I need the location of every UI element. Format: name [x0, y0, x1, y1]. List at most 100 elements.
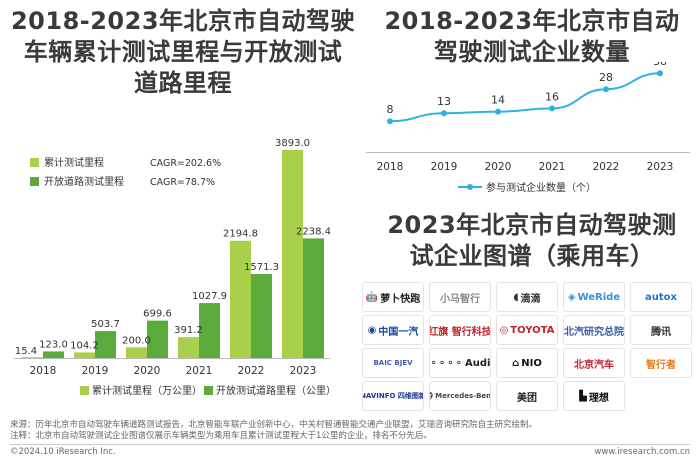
- brand-logo-3: ◖ 滴滴: [496, 282, 558, 312]
- brand-map-title-line-2: 试企业图谱（乘用车）: [409, 242, 655, 270]
- line-x-tick-2019: 2019: [431, 161, 458, 173]
- line-x-tick-2021: 2021: [539, 161, 566, 173]
- bar-cumulative-2021: [178, 337, 199, 358]
- brand-name: 腾讯: [651, 326, 671, 338]
- didi-icon: ◖: [513, 291, 519, 303]
- bar-label-open-road-2022: 1571.3: [244, 262, 279, 273]
- bar-label-open-road-2021: 1027.9: [192, 291, 227, 302]
- bar-open-road-2021: [199, 303, 220, 358]
- bar-label-cumulative-2020: 200.0: [122, 335, 151, 346]
- website-url: www.iresearch.com.cn: [594, 447, 690, 457]
- line-label-2018: 8: [387, 103, 394, 116]
- brand-logo-12: ⚬⚬⚬⚬ Audi: [429, 348, 491, 378]
- line-x-tick-2020: 2020: [485, 161, 512, 173]
- bar-cumulative-2022: [230, 240, 251, 358]
- brand-logo-14: 北京汽车: [563, 348, 625, 378]
- legend-label-cumulative: 累计测试里程: [44, 156, 104, 169]
- legend-cagr-cumulative: CAGR=202.6%: [150, 158, 221, 169]
- bar-label-cumulative-2023: 3893.0: [275, 138, 310, 149]
- bottom-legend-swatch-open-road: [204, 386, 213, 395]
- brand-logo-5: autox: [630, 282, 692, 312]
- audi-rings-icon: ⚬⚬⚬⚬: [429, 357, 464, 369]
- brand-map-title: 2023年北京市自动驾驶测 试企业图谱（乘用车）: [368, 210, 696, 272]
- x-tick-2022: 2022: [238, 365, 265, 377]
- faw-icon: ◉: [367, 324, 377, 336]
- bar-open-road-2018: [43, 351, 64, 358]
- brand-name: 中国一汽: [378, 326, 419, 338]
- line-legend-marker: [467, 184, 473, 190]
- robot-icon: 🤖: [365, 291, 379, 303]
- brand-logo-17: ✪Mercedes-Benz: [429, 381, 491, 411]
- brand-name: 萝卜快跑: [380, 293, 421, 305]
- brand-logo-15: 智行者: [630, 348, 692, 378]
- brand-name: NIO: [521, 357, 542, 369]
- line-point-2018: [387, 118, 393, 125]
- x-tick-2020: 2020: [134, 365, 161, 377]
- bar-open-road-2019: [95, 331, 116, 358]
- line-legend-label: 参与测试企业数量（个）: [486, 181, 596, 194]
- brand-name: 理想: [588, 392, 609, 404]
- bar-open-road-2022: [251, 274, 272, 358]
- line-point-2019: [441, 110, 447, 117]
- mercedes-star-icon: ✪: [430, 391, 433, 402]
- legend-cagr-open-road: CAGR=78.7%: [150, 177, 215, 188]
- bar-cumulative-2023: [282, 150, 303, 358]
- brand-logo-10: 腾讯: [630, 315, 692, 345]
- line-point-2022: [603, 86, 609, 93]
- brand-logo-9: 北汽研究总院: [563, 315, 625, 345]
- line-point-2021: [549, 105, 555, 112]
- brand-name: WeRide: [577, 291, 621, 303]
- bar-cumulative-2020: [126, 347, 147, 358]
- copyright: ©2024.10 iResearch Inc.: [10, 447, 116, 457]
- nio-icon: ⌂: [512, 357, 520, 369]
- line-x-tick-2023: 2023: [647, 161, 674, 173]
- brand-logo-2: 小马智行: [429, 282, 491, 312]
- line-chart-title-line-1: 2018-2023年北京市自动: [384, 7, 680, 35]
- brand-name: TOYOTA: [510, 324, 555, 336]
- line-label-2023: 38: [653, 62, 667, 68]
- legend-swatch-open-road: [30, 177, 39, 186]
- brand-logo-1: 🤖 萝卜快跑: [362, 282, 424, 312]
- weride-icon: ◈: [567, 291, 576, 303]
- bar-chart-title-line-3: 道路里程: [134, 69, 232, 97]
- source-note: 来源：历年北京市自动驾驶车辆道路测试报告，北京智能车联产业创新中心，中关村智通智…: [10, 420, 538, 430]
- line-label-2021: 16: [545, 90, 559, 103]
- bottom-legend-swatch-cumulative: [80, 386, 89, 395]
- bar-chart-title-line-1: 2018-2023年北京市自动驾驶: [10, 7, 356, 35]
- brand-map-title-line-1: 2023年北京市自动驾驶测: [387, 211, 677, 239]
- line-label-2022: 28: [599, 71, 613, 84]
- line-chart: 8 2018 13 2019 14 2020 16 2021 28 2022 38 2023 参与测试企…: [366, 62, 690, 194]
- brand-logo-11: BAIC BJEV: [362, 348, 424, 378]
- toyota-icon: ◎: [499, 324, 509, 336]
- bar-cumulative-2018: [22, 357, 43, 358]
- brand-logo-18: 美团: [496, 381, 558, 411]
- bottom-legend-label-cumulative: 累计测试里程（万公里）: [92, 384, 202, 397]
- bar-chart-title-line-2: 车辆累计测试里程与开放测试: [23, 38, 343, 66]
- x-tick-2021: 2021: [186, 365, 213, 377]
- bar-open-road-2023: [303, 238, 324, 358]
- brand-logo-7: 红旗 智行科技: [429, 315, 491, 345]
- bar-label-open-road-2019: 503.7: [91, 319, 120, 330]
- bar-label-open-road-2023: 2238.4: [296, 226, 331, 237]
- bar-cumulative-2019: [74, 352, 95, 358]
- x-tick-2018: 2018: [30, 365, 57, 377]
- x-tick-2023: 2023: [290, 365, 317, 377]
- brand-name: 红旗 智行科技: [429, 326, 491, 338]
- line-label-2019: 13: [437, 95, 451, 108]
- series-line-companies: [389, 72, 661, 123]
- brand-name: autox: [645, 291, 677, 303]
- brand-name: NAVINFO 四维图新: [362, 392, 424, 400]
- brand-name: 智行者: [646, 359, 676, 371]
- bar-label-cumulative-2022: 2194.8: [223, 229, 258, 240]
- bar-label-open-road-2018: 123.0: [39, 339, 68, 350]
- x-tick-2019: 2019: [82, 365, 109, 377]
- line-x-tick-2022: 2022: [593, 161, 620, 173]
- line-x-tick-2018: 2018: [377, 161, 404, 173]
- brand-logo-16: NAVINFO 四维图新: [362, 381, 424, 411]
- brand-name: 小马智行: [440, 293, 480, 305]
- legend-swatch-cumulative: [30, 158, 39, 167]
- brand-logo-4: ◈ WeRide: [563, 282, 625, 312]
- brand-name: 北汽研究总院: [564, 326, 624, 338]
- brand-logo-13: ⌂ NIO: [496, 348, 558, 378]
- bar-label-cumulative-2019: 104.2: [70, 340, 99, 351]
